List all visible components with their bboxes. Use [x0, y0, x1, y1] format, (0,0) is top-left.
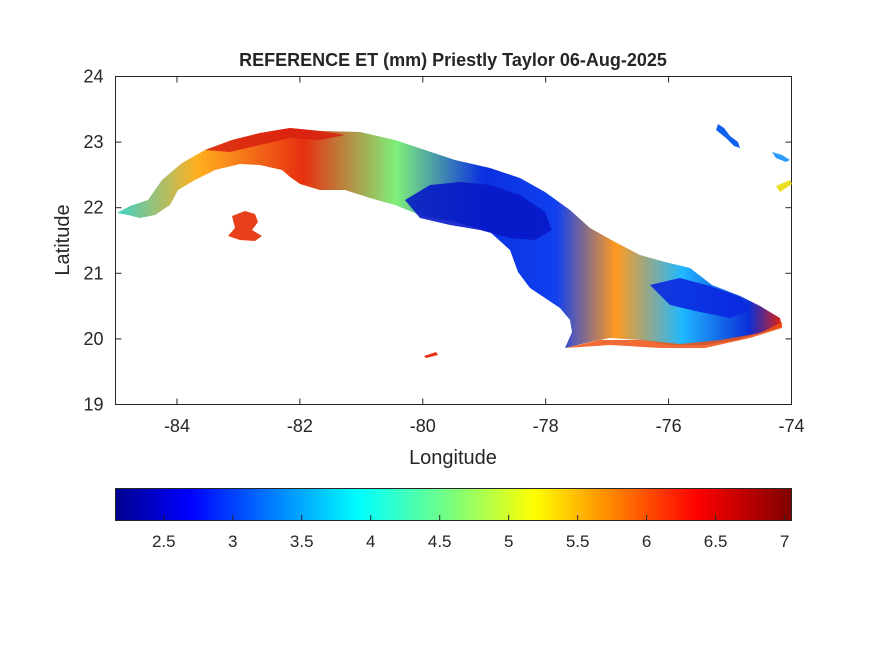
x-axis-ticks: -84 -82 -80 -78 -76 -74	[164, 76, 805, 436]
cuba-et-field	[117, 124, 792, 358]
cuba-main-island	[117, 128, 782, 348]
east-low-et-zone	[650, 278, 750, 318]
colorbar-ticks: 2.5 3 3.5 4 4.5 5 5.5 6 6.5 7	[152, 515, 789, 551]
southeast-hot-coast	[565, 322, 782, 348]
x-tick-label: -74	[778, 416, 804, 436]
cays-east-1	[716, 124, 740, 148]
colorbar-tick-label: 4.5	[428, 532, 452, 551]
colorbar-tick-label: 3.5	[290, 532, 314, 551]
y-axis-label: Latitude	[52, 204, 74, 275]
central-low-et-zone	[405, 182, 552, 240]
y-tick-label: 22	[83, 198, 103, 218]
x-axis-label: Longitude	[409, 447, 497, 469]
colorbar-tick-label: 6.5	[704, 532, 728, 551]
colorbar-tick-label: 5	[504, 532, 513, 551]
x-tick-label: -84	[164, 416, 190, 436]
colorbar-tick-label: 3	[228, 532, 237, 551]
map-title: REFERENCE ET (mm) Priestly Taylor 06-Aug…	[239, 50, 667, 70]
colorbar-tick-label: 7	[780, 532, 789, 551]
north-coast-hot-band	[205, 128, 345, 152]
isla-de-la-juventud	[228, 211, 262, 241]
y-tick-label: 20	[83, 329, 103, 349]
plot-area	[115, 76, 792, 405]
colorbar-tick-label: 2.5	[152, 532, 176, 551]
y-tick-label: 23	[83, 132, 103, 152]
colorbar-tick-label: 5.5	[566, 532, 590, 551]
x-tick-label: -78	[533, 416, 559, 436]
colorbar	[115, 488, 792, 521]
y-tick-label: 19	[83, 395, 103, 415]
southern-cay	[424, 352, 438, 358]
colorbar-tick-label: 4	[366, 532, 375, 551]
y-tick-label: 24	[83, 67, 103, 87]
x-tick-label: -82	[287, 416, 313, 436]
x-tick-label: -76	[656, 416, 682, 436]
y-tick-label: 21	[83, 263, 103, 283]
cays-east-3	[776, 180, 792, 192]
colorbar-tick-label: 6	[642, 532, 651, 551]
cays-east-2	[772, 152, 790, 162]
x-tick-label: -80	[410, 416, 436, 436]
y-axis-ticks: 19 20 21 22 23 24	[83, 67, 792, 415]
